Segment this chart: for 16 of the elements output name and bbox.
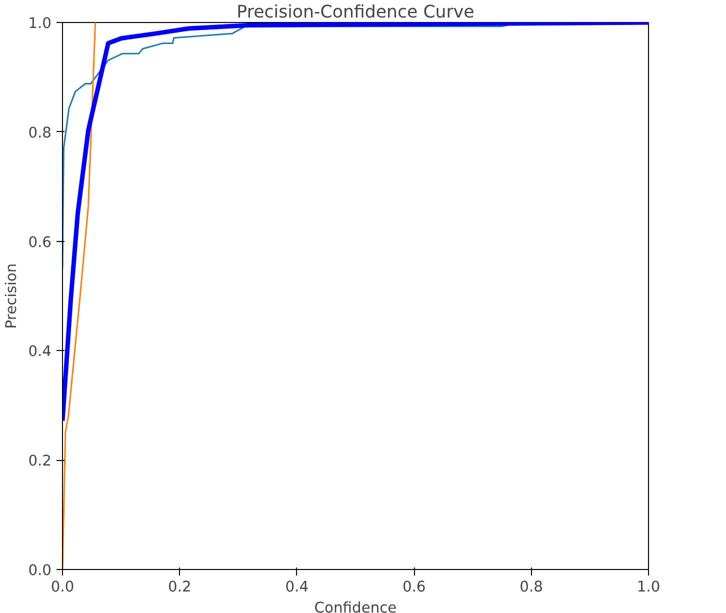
- chart-title: Precision-Confidence Curve: [236, 2, 474, 22]
- y-tick-label: 0.8: [28, 124, 52, 142]
- y-tick-label: 0.0: [28, 562, 52, 579]
- x-axis-title: Confidence: [314, 600, 397, 613]
- line-series: [62, 22, 648, 423]
- x-tick-label: 1.0: [636, 578, 660, 596]
- y-tick-label: 0.2: [28, 452, 52, 470]
- x-tick-label: 0.8: [520, 578, 543, 596]
- x-tick-label: 0.6: [402, 578, 426, 596]
- x-tick-label: 0.4: [285, 578, 309, 596]
- y-tick-label: 0.4: [28, 343, 52, 360]
- x-tick-label: 0.2: [168, 578, 192, 596]
- x-tick-label: 0.0: [50, 578, 74, 596]
- y-axis-title: Precision: [3, 263, 20, 329]
- y-tick-label: 0.6: [28, 234, 52, 251]
- y-tick-label: 1.0: [28, 15, 52, 32]
